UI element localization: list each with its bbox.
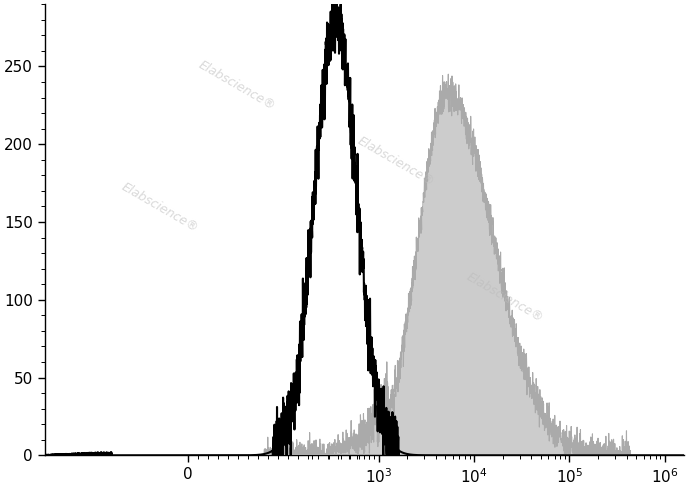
Text: Elabscience®: Elabscience® [356,135,437,189]
Text: Elabscience®: Elabscience® [196,58,277,113]
Text: Elabscience®: Elabscience® [119,180,201,234]
Text: Elabscience®: Elabscience® [464,270,546,325]
